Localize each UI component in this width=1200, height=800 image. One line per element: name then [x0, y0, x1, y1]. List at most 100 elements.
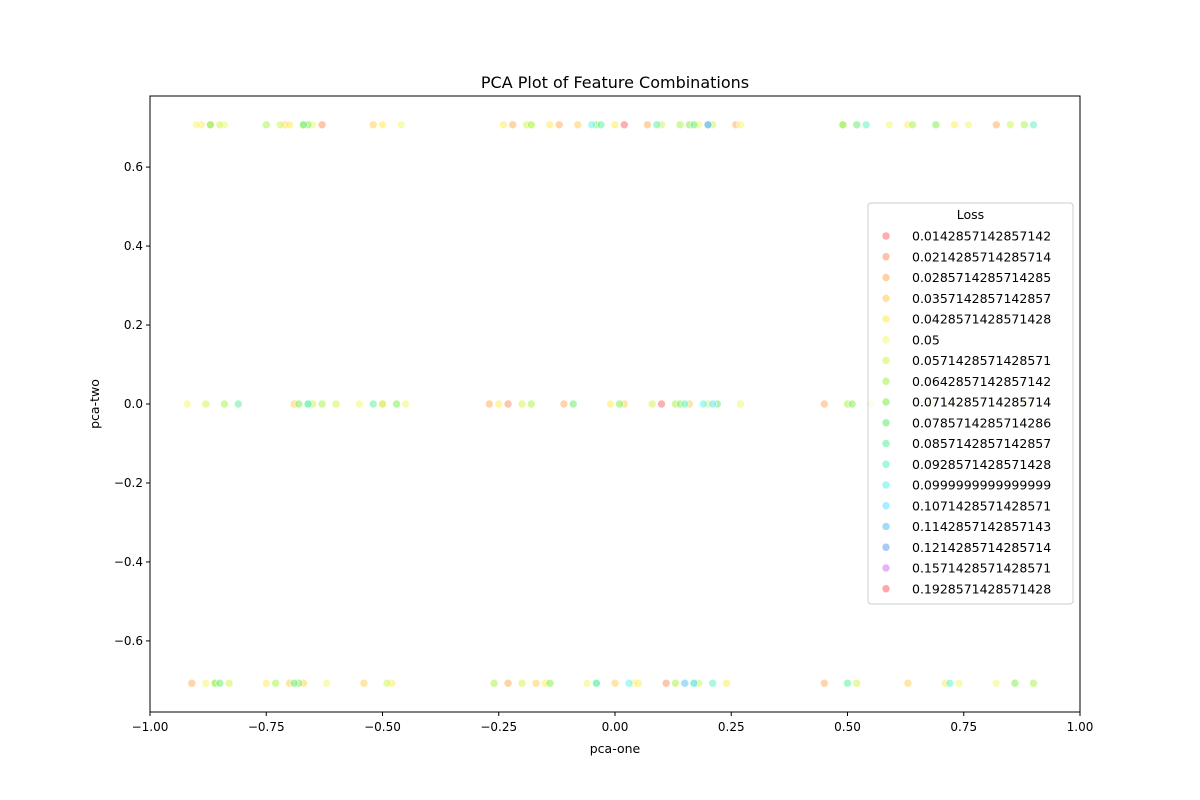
y-tick-label: −0.6 [114, 634, 143, 648]
data-point [610, 678, 620, 688]
legend-marker [881, 252, 891, 262]
x-tick-label: 0.25 [718, 720, 745, 734]
data-point [819, 399, 829, 409]
legend-label: 0.0714285714285714 [912, 395, 1051, 410]
data-point [554, 120, 564, 130]
data-point [317, 120, 327, 130]
x-tick-label: −1.00 [132, 720, 169, 734]
legend-label: 0.0285714285714285 [912, 270, 1051, 285]
legend-marker [881, 273, 891, 282]
data-point [643, 120, 652, 130]
data-point [884, 120, 894, 130]
data-point [592, 678, 601, 688]
data-point [736, 399, 745, 409]
data-point [261, 120, 271, 130]
data-point [945, 678, 955, 688]
data-point [531, 678, 541, 688]
data-point [847, 399, 857, 409]
data-point [722, 678, 731, 688]
data-point [708, 678, 717, 688]
data-point [633, 678, 643, 688]
data-point [382, 678, 392, 688]
data-point [1005, 120, 1015, 130]
data-point [964, 120, 973, 130]
data-point [647, 399, 657, 409]
data-point [489, 678, 499, 688]
legend-label: 0.1214285714285714 [912, 540, 1051, 555]
data-point [1010, 678, 1020, 688]
data-point [703, 120, 713, 130]
legend-marker [881, 501, 891, 511]
y-tick-label: −0.4 [114, 555, 143, 569]
data-point [689, 120, 699, 130]
data-point [322, 678, 332, 688]
legend-marker [881, 314, 891, 324]
x-tick-label: 0.50 [834, 720, 861, 734]
data-point [485, 399, 494, 409]
legend-marker [881, 397, 891, 407]
legend-marker [881, 418, 891, 428]
data-point [1019, 120, 1029, 130]
x-tick-label: 0.75 [950, 720, 977, 734]
data-point [215, 120, 225, 130]
data-point [526, 120, 536, 130]
data-point [991, 120, 1001, 130]
data-point [1029, 120, 1038, 130]
data-point [819, 678, 829, 688]
data-point [503, 399, 513, 409]
legend-label: 0.0928571428571428 [912, 457, 1051, 472]
data-point [573, 120, 583, 130]
data-point [587, 120, 597, 130]
data-point [852, 678, 862, 688]
y-axis-label: pca-two [87, 379, 102, 429]
data-point [317, 399, 327, 409]
data-point [275, 120, 285, 130]
x-tick-label: −0.50 [364, 720, 401, 734]
data-point [368, 399, 378, 409]
x-tick-label: −0.75 [248, 720, 285, 734]
data-point [689, 678, 699, 688]
legend-marker [881, 522, 891, 531]
y-tick-label: 0.0 [124, 397, 143, 411]
legend-label: 0.1928571428571428 [912, 581, 1051, 596]
data-point [261, 678, 271, 688]
data-point [991, 678, 1001, 688]
data-point [494, 399, 504, 409]
data-point [615, 399, 624, 409]
data-point [596, 120, 606, 130]
data-point [503, 678, 513, 688]
legend-box [867, 202, 1074, 605]
x-axis-label: pca-one [590, 741, 641, 756]
data-point [285, 120, 294, 130]
legend-label: 0.1571428571428571 [912, 561, 1051, 576]
data-point [206, 120, 215, 130]
legend-marker [881, 584, 891, 594]
legend-entries: 0.0142857142857142 0.0214285714285714 0.02… [881, 229, 1051, 596]
data-point [220, 399, 229, 409]
legend-label: 0.1142857142857143 [912, 519, 1051, 534]
data-point [396, 120, 406, 130]
data-point [401, 399, 411, 409]
data-point [526, 399, 536, 409]
legend-label: 0.0571428571428571 [912, 353, 1051, 368]
legend-marker [881, 439, 891, 448]
data-point [657, 399, 666, 409]
legend-label: 0.1071428571428571 [912, 498, 1051, 513]
data-point [303, 399, 313, 409]
data-point [271, 678, 280, 688]
data-point [954, 678, 964, 688]
legend-label: 0.0857142857142857 [912, 436, 1051, 451]
y-axis-ticks: −0.6 −0.4 −0.2 0.0 0.2 0.4 0.6 [114, 160, 150, 648]
legend-marker [881, 293, 891, 303]
legend-label: 0.05 [912, 332, 940, 347]
data-point [331, 399, 341, 409]
legend-marker [881, 335, 891, 345]
y-tick-label: −0.2 [114, 476, 143, 490]
data-point [517, 678, 527, 688]
data-point [652, 120, 662, 130]
chart-title: PCA Plot of Feature Combinations [481, 73, 749, 92]
data-point [192, 120, 201, 130]
legend: Loss 0.0142857142857142 0.021428571428571… [867, 202, 1074, 605]
data-point [359, 678, 369, 688]
data-point [508, 120, 518, 130]
